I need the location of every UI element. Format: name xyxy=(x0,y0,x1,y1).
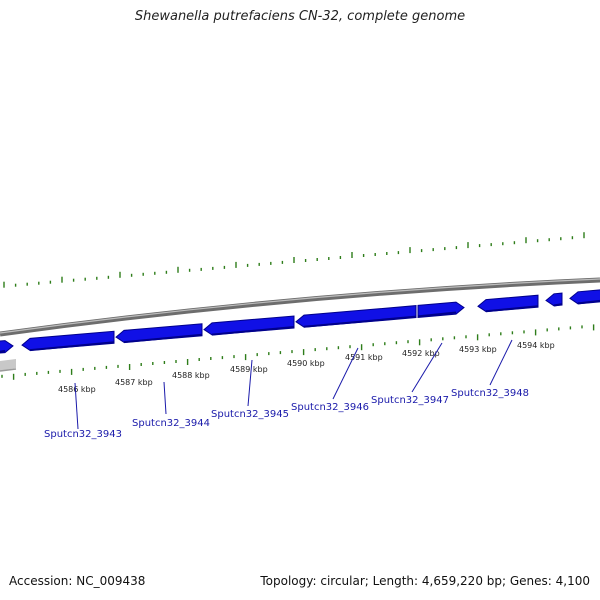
gene-arrow xyxy=(569,289,600,305)
gene-arrow-shade xyxy=(417,311,457,318)
minor-ticks-upper xyxy=(3,232,585,288)
gene-label: Sputcn32_3946 xyxy=(291,402,369,413)
gene-arrow xyxy=(203,315,295,336)
gene-track xyxy=(0,289,600,354)
gene-label: Sputcn32_3948 xyxy=(451,388,529,399)
minor-ticks-lower xyxy=(1,324,595,380)
gene-arrow xyxy=(115,323,203,343)
accession-text: Accession: NC_009438 xyxy=(9,574,146,588)
gene-leader-line xyxy=(247,359,253,407)
gene-arrow-shade xyxy=(29,341,115,352)
gene-leader-line xyxy=(411,342,443,393)
gene-arrow-shade xyxy=(553,303,563,307)
gene-arrow-shade xyxy=(123,333,203,344)
gene-arrow xyxy=(545,292,563,307)
gene-arrow-shade xyxy=(0,349,6,353)
scale-tick-label: 4589 kbp xyxy=(230,365,268,374)
scale-tick-label: 4590 kbp xyxy=(287,359,325,368)
gene-label: Sputcn32_3943 xyxy=(44,429,122,440)
gene-leader-line xyxy=(74,382,79,430)
gene-arrow xyxy=(295,305,417,328)
gene-label: Sputcn32_3945 xyxy=(211,409,289,420)
gene-label: Sputcn32_3944 xyxy=(132,418,210,429)
gene-arrow-shade xyxy=(303,315,417,328)
scale-tick-label: 4594 kbp xyxy=(517,341,555,350)
genome-summary-text: Topology: circular; Length: 4,659,220 bp… xyxy=(260,574,590,588)
gene-labels: Sputcn32_3943Sputcn32_3944Sputcn32_3945S… xyxy=(44,339,529,440)
inner-track-band xyxy=(0,359,16,371)
gene-arrow xyxy=(21,330,115,351)
scale-tick-label: 4591 kbp xyxy=(345,353,383,362)
gene-leader-line xyxy=(489,339,513,386)
gene-leader-line xyxy=(332,347,359,400)
inner-track-line xyxy=(0,368,17,372)
gene-arrow-shade xyxy=(211,326,295,336)
scale-labels: 4586 kbp 4587 kbp 4588 kbp 4589 kbp 4590 kbp… xyxy=(58,341,555,394)
gene-leader-line xyxy=(163,381,167,415)
gene-arrow-shade xyxy=(485,305,539,313)
map-title: Shewanella putrefaciens CN-32, complete … xyxy=(134,9,466,24)
scale-tick-label: 4586 kbp xyxy=(58,385,96,394)
scale-tick-label: 4592 kbp xyxy=(402,349,440,358)
gene-label: Sputcn32_3947 xyxy=(371,395,449,406)
scale-tick-label: 4588 kbp xyxy=(172,371,210,380)
scale-tick-label: 4587 kbp xyxy=(115,378,153,387)
gene-arrow-shade xyxy=(577,299,600,305)
gene-arrow xyxy=(0,340,14,354)
backbone-arc-highlight xyxy=(0,278,600,334)
scale-tick-label: 4593 kbp xyxy=(459,345,497,354)
backbone-arc xyxy=(0,277,600,337)
